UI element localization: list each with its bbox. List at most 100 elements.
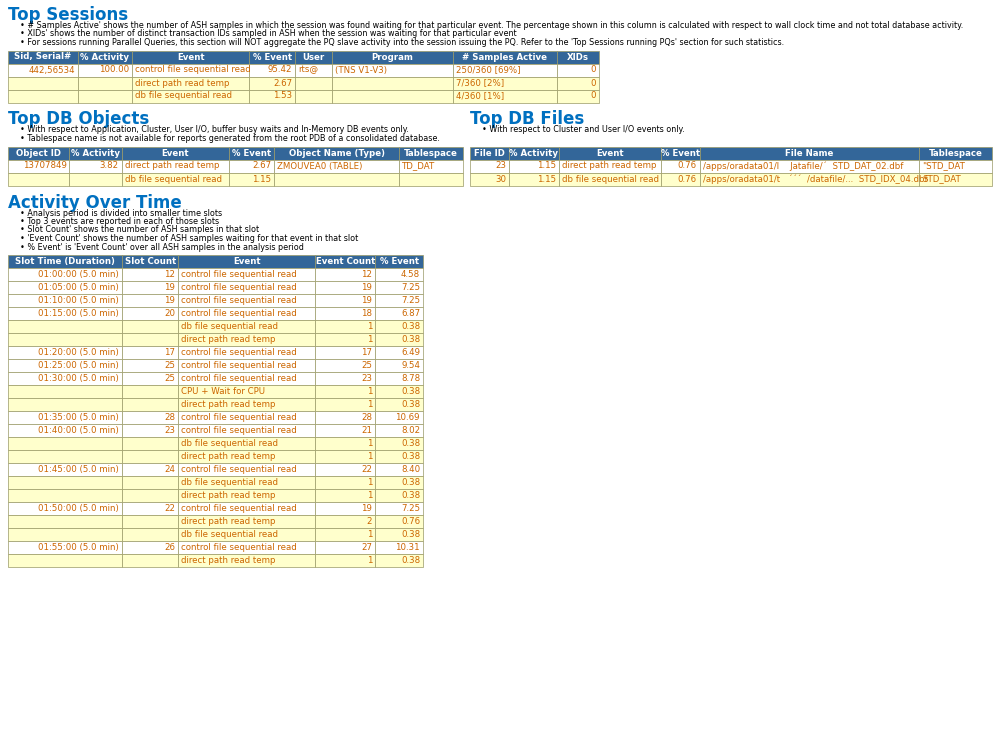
- Text: direct path read temp: direct path read temp: [135, 79, 229, 87]
- Text: 20: 20: [164, 309, 175, 318]
- FancyBboxPatch shape: [315, 385, 375, 398]
- FancyBboxPatch shape: [178, 385, 315, 398]
- Text: 24: 24: [164, 465, 175, 474]
- Text: Slot Count: Slot Count: [125, 257, 176, 266]
- Text: Top DB Files: Top DB Files: [470, 110, 584, 128]
- Text: 12: 12: [164, 270, 175, 279]
- Text: • XIDs' shows the number of distinct transaction IDs sampled in ASH when the ses: • XIDs' shows the number of distinct tra…: [20, 30, 517, 39]
- FancyBboxPatch shape: [122, 268, 178, 281]
- Text: control file sequential read: control file sequential read: [181, 413, 297, 422]
- Text: 0.38: 0.38: [401, 556, 420, 565]
- Text: 01:00:00 (5.0 min): 01:00:00 (5.0 min): [38, 270, 119, 279]
- FancyBboxPatch shape: [315, 359, 375, 372]
- Text: 4/360 [1%]: 4/360 [1%]: [456, 91, 504, 101]
- FancyBboxPatch shape: [375, 463, 423, 476]
- Text: % Activity: % Activity: [509, 148, 558, 158]
- FancyBboxPatch shape: [375, 554, 423, 567]
- Text: 0.38: 0.38: [401, 387, 420, 396]
- FancyBboxPatch shape: [315, 398, 375, 411]
- Text: db file sequential read: db file sequential read: [135, 91, 232, 101]
- FancyBboxPatch shape: [375, 489, 423, 502]
- Text: /apps/oradata01/t   ´´´  /datafile/...  STD_IDX_04.dbf: /apps/oradata01/t ´´´ /datafile/... STD_…: [703, 174, 927, 184]
- FancyBboxPatch shape: [557, 90, 599, 102]
- FancyBboxPatch shape: [559, 159, 661, 173]
- Text: 30: 30: [495, 174, 506, 184]
- Text: % Event: % Event: [661, 148, 700, 158]
- Text: Tablespace: Tablespace: [404, 148, 458, 158]
- FancyBboxPatch shape: [8, 320, 122, 333]
- Text: 22: 22: [361, 465, 372, 474]
- Text: 95.42: 95.42: [268, 65, 292, 75]
- FancyBboxPatch shape: [509, 159, 559, 173]
- Text: direct path read temp: direct path read temp: [181, 400, 276, 409]
- FancyBboxPatch shape: [178, 359, 315, 372]
- Text: • % Event' is 'Event Count' over all ASH samples in the analysis period: • % Event' is 'Event Count' over all ASH…: [20, 242, 304, 251]
- Text: 01:20:00 (5.0 min): 01:20:00 (5.0 min): [38, 348, 119, 357]
- FancyBboxPatch shape: [559, 147, 661, 159]
- FancyBboxPatch shape: [315, 502, 375, 515]
- FancyBboxPatch shape: [8, 281, 122, 294]
- Text: 23: 23: [361, 374, 372, 383]
- Text: 0: 0: [590, 79, 596, 87]
- FancyBboxPatch shape: [557, 50, 599, 64]
- FancyBboxPatch shape: [375, 372, 423, 385]
- Text: 1: 1: [367, 335, 372, 344]
- FancyBboxPatch shape: [452, 90, 557, 102]
- Text: direct path read temp: direct path read temp: [125, 162, 219, 170]
- FancyBboxPatch shape: [8, 76, 78, 90]
- FancyBboxPatch shape: [332, 50, 452, 64]
- Text: Program: Program: [371, 53, 413, 62]
- Text: • Top 3 events are reported in each of those slots: • Top 3 events are reported in each of t…: [20, 217, 219, 226]
- Text: TD_DAT: TD_DAT: [402, 162, 436, 170]
- Text: Sid, Serial#: Sid, Serial#: [14, 53, 72, 62]
- FancyBboxPatch shape: [315, 554, 375, 567]
- FancyBboxPatch shape: [8, 424, 122, 437]
- FancyBboxPatch shape: [315, 268, 375, 281]
- FancyBboxPatch shape: [375, 333, 423, 346]
- Text: Tablespace: Tablespace: [929, 148, 982, 158]
- FancyBboxPatch shape: [315, 476, 375, 489]
- Text: 8.02: 8.02: [401, 426, 420, 435]
- Text: 25: 25: [361, 361, 372, 370]
- Text: control file sequential read: control file sequential read: [181, 426, 297, 435]
- Text: 0.38: 0.38: [401, 322, 420, 331]
- Text: File Name: File Name: [785, 148, 833, 158]
- FancyBboxPatch shape: [295, 90, 332, 102]
- Text: STD_DAT: STD_DAT: [922, 174, 961, 184]
- Text: db file sequential read: db file sequential read: [181, 439, 278, 448]
- Text: control file sequential read: control file sequential read: [181, 361, 297, 370]
- Text: • With respect to Cluster and User I/O events only.: • With respect to Cluster and User I/O e…: [482, 125, 685, 135]
- Text: 01:45:00 (5.0 min): 01:45:00 (5.0 min): [38, 465, 119, 474]
- FancyBboxPatch shape: [375, 385, 423, 398]
- FancyBboxPatch shape: [122, 437, 178, 450]
- FancyBboxPatch shape: [315, 307, 375, 320]
- FancyBboxPatch shape: [375, 268, 423, 281]
- FancyBboxPatch shape: [8, 398, 122, 411]
- FancyBboxPatch shape: [8, 554, 122, 567]
- FancyBboxPatch shape: [274, 159, 399, 173]
- Text: 1: 1: [367, 452, 372, 461]
- FancyBboxPatch shape: [178, 320, 315, 333]
- FancyBboxPatch shape: [122, 255, 178, 268]
- Text: • Analysis period is divided into smaller time slots: • Analysis period is divided into smalle…: [20, 208, 222, 218]
- Text: 25: 25: [164, 361, 175, 370]
- Text: File ID: File ID: [474, 148, 505, 158]
- Text: % Activity: % Activity: [71, 148, 120, 158]
- FancyBboxPatch shape: [8, 307, 122, 320]
- FancyBboxPatch shape: [375, 450, 423, 463]
- FancyBboxPatch shape: [122, 463, 178, 476]
- Text: Event: Event: [233, 257, 260, 266]
- Text: direct path read temp: direct path read temp: [181, 452, 276, 461]
- FancyBboxPatch shape: [375, 437, 423, 450]
- Text: % Activity: % Activity: [80, 53, 129, 62]
- Text: Top Sessions: Top Sessions: [8, 6, 128, 24]
- FancyBboxPatch shape: [375, 515, 423, 528]
- FancyBboxPatch shape: [509, 173, 559, 185]
- FancyBboxPatch shape: [375, 528, 423, 541]
- Text: • For sessions running Parallel Queries, this section will NOT aggregate the PQ : • For sessions running Parallel Queries,…: [20, 38, 784, 47]
- Text: 7.25: 7.25: [401, 296, 420, 305]
- FancyBboxPatch shape: [8, 450, 122, 463]
- FancyBboxPatch shape: [375, 281, 423, 294]
- FancyBboxPatch shape: [122, 411, 178, 424]
- Text: 100.00: 100.00: [99, 65, 129, 75]
